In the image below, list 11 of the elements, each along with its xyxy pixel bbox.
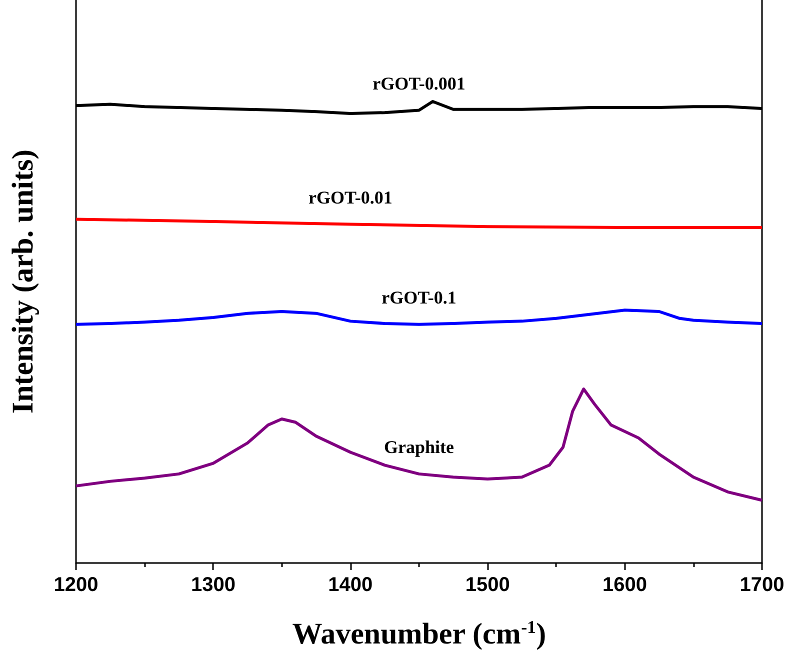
x-tick-label: 1500 xyxy=(465,574,510,596)
series-label: Graphite xyxy=(384,436,454,457)
x-tick-label: 1300 xyxy=(190,574,236,596)
x-tick-label: 1700 xyxy=(740,574,784,596)
y-axis-title: Intensity (arb. units) xyxy=(6,149,40,414)
series-label: rGOT-0.001 xyxy=(372,73,466,94)
x-tick-label: 1600 xyxy=(602,574,648,596)
series-label: rGOT-0.1 xyxy=(382,287,456,308)
series-label: rGOT-0.01 xyxy=(308,187,392,208)
x-tick-label: 1400 xyxy=(328,574,373,596)
x-tick-label: 1200 xyxy=(54,574,98,596)
